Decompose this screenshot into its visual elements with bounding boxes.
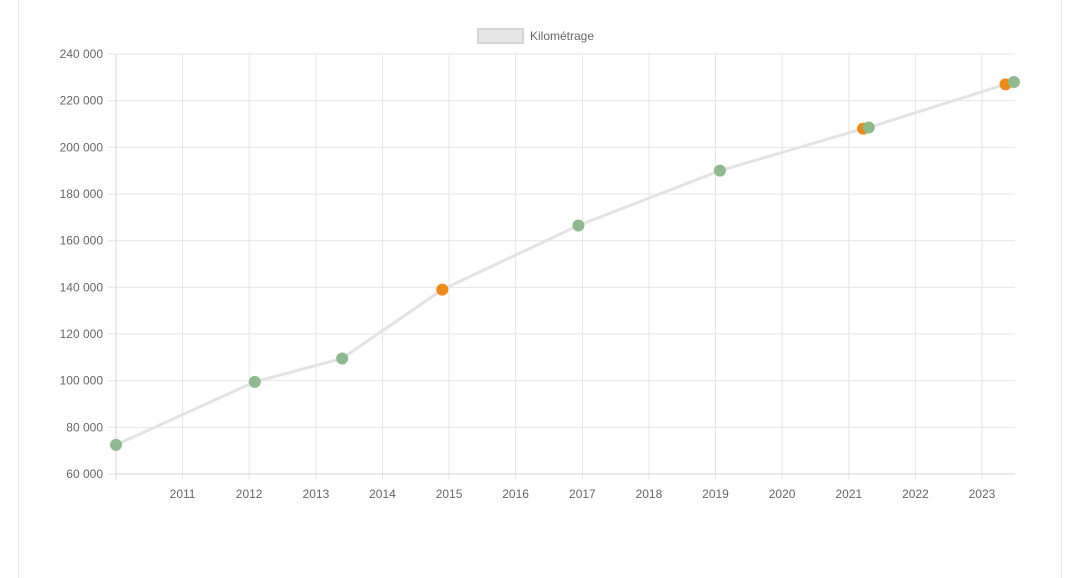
x-tick-label: 2018 [636, 487, 663, 501]
chart-card [18, 0, 1062, 578]
data-point[interactable] [110, 438, 122, 451]
x-tick-label: 2022 [902, 487, 929, 501]
y-tick-label: 160 000 [60, 234, 104, 248]
y-tick-label: 220 000 [60, 94, 104, 108]
y-tick-label: 180 000 [60, 187, 104, 201]
x-tick-label: 2020 [769, 487, 796, 501]
data-series [110, 76, 1020, 451]
data-point[interactable] [336, 352, 349, 365]
x-tick-label: 2016 [502, 487, 529, 501]
y-tick-label: 60 000 [66, 467, 103, 481]
chart-legend[interactable]: Kilométrage [477, 28, 594, 44]
chart-grid [108, 53, 1015, 480]
x-tick-label: 2015 [436, 487, 463, 501]
data-point[interactable] [1007, 76, 1020, 88]
legend-label[interactable]: Kilométrage [530, 29, 594, 43]
x-tick-label: 2017 [569, 487, 596, 501]
x-tick-label: 2023 [969, 487, 996, 501]
x-tick-label: 2013 [303, 487, 330, 501]
y-tick-label: 240 000 [60, 47, 104, 61]
x-tick-label: 2011 [170, 487, 196, 501]
x-axis-ticks: 2011 2012 2013 2014 2015 2016 2017 2018 2019 2020… [170, 487, 996, 501]
legend-swatch[interactable] [477, 28, 524, 44]
y-tick-label: 140 000 [60, 280, 104, 294]
x-tick-label: 2021 [835, 487, 862, 501]
series-line [115, 80, 1015, 447]
data-point[interactable] [436, 283, 449, 296]
y-tick-label: 120 000 [60, 327, 104, 341]
y-tick-label: 80 000 [66, 420, 103, 434]
data-point[interactable] [862, 121, 875, 134]
data-point[interactable] [248, 375, 261, 388]
x-tick-label: 2019 [702, 487, 729, 501]
y-tick-label: 100 000 [60, 374, 104, 388]
x-tick-label: 2012 [236, 487, 263, 501]
data-point[interactable] [713, 164, 726, 177]
x-tick-label: 2014 [369, 487, 396, 501]
y-axis-ticks: 60 000 80 000 100 000 120 000 140 000 160 000… [60, 47, 104, 481]
data-point[interactable] [572, 219, 585, 232]
y-tick-label: 200 000 [60, 140, 104, 154]
